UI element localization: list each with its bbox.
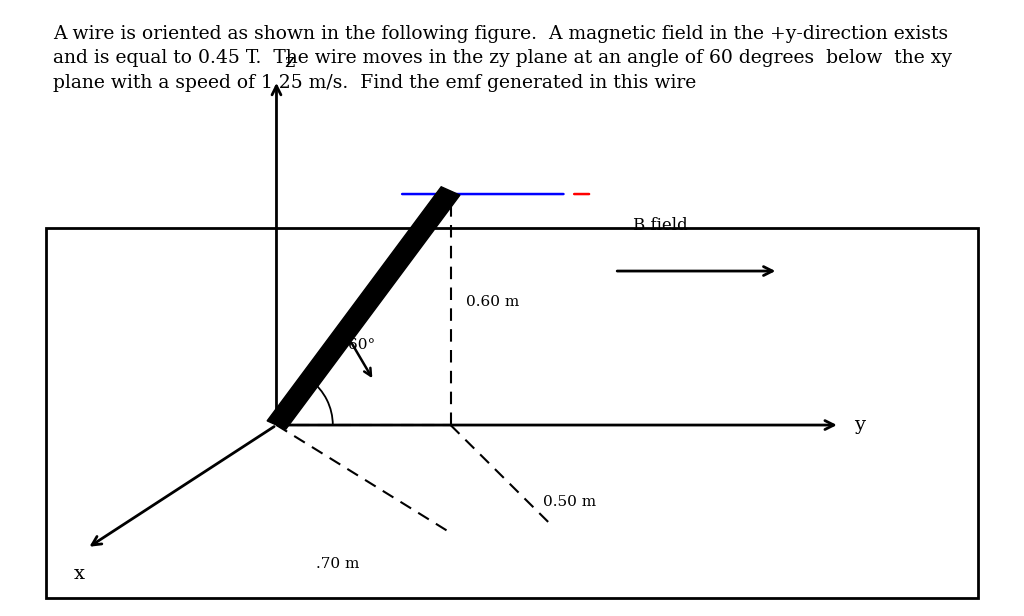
Text: 0.50 m: 0.50 m bbox=[543, 495, 596, 509]
Polygon shape bbox=[267, 187, 460, 429]
Text: and is equal to 0.45 T.  The wire moves in the zy plane at an angle of 60 degree: and is equal to 0.45 T. The wire moves i… bbox=[53, 49, 952, 67]
Text: 60°: 60° bbox=[348, 338, 376, 352]
Text: y: y bbox=[854, 416, 865, 434]
Text: 0.60 m: 0.60 m bbox=[466, 295, 519, 309]
Text: z: z bbox=[285, 53, 295, 71]
Text: x: x bbox=[74, 565, 84, 583]
Text: A wire is oriented as shown in the following figure.  A magnetic field in the +y: A wire is oriented as shown in the follo… bbox=[53, 25, 948, 43]
Text: v: v bbox=[331, 341, 340, 359]
Text: .70 m: .70 m bbox=[316, 557, 359, 572]
Text: plane with a speed of 1.25 m/s.  Find the emf generated in this wire: plane with a speed of 1.25 m/s. Find the… bbox=[53, 74, 696, 92]
Text: B field: B field bbox=[633, 217, 687, 234]
